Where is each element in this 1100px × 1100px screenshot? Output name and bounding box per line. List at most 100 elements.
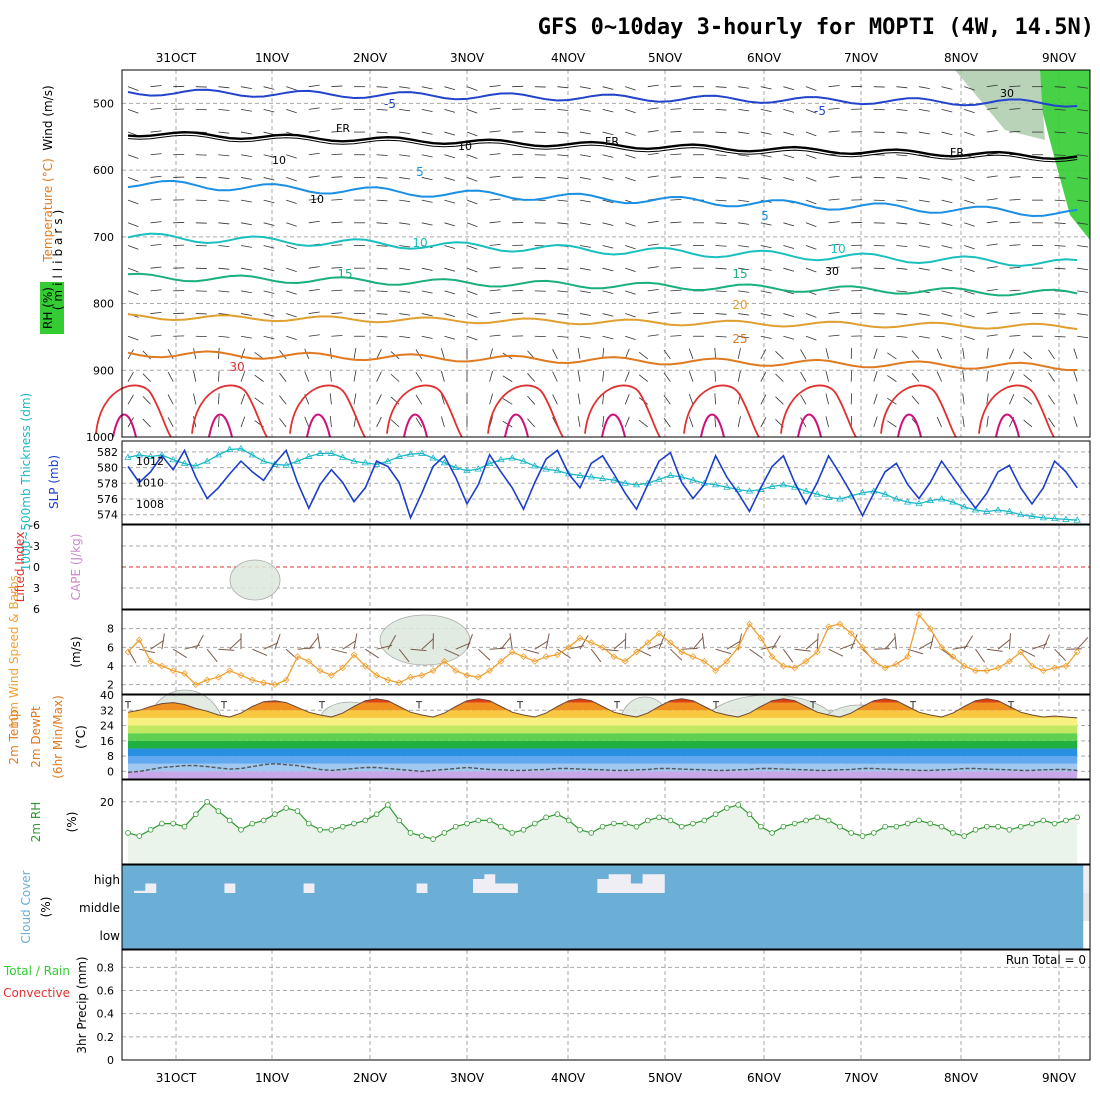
upper-wind-barb <box>625 108 636 114</box>
upper-wind-barb <box>421 313 433 317</box>
rh2m-point <box>531 820 538 827</box>
isotherm-10 <box>127 232 1078 267</box>
cloud-bar-middle <box>709 893 722 921</box>
minmax-marker <box>1008 701 1014 709</box>
isotherm-30 <box>780 384 857 438</box>
upper-wind-barb <box>964 199 975 204</box>
wind-speed-point <box>678 648 686 656</box>
upper-wind-barb <box>579 222 591 226</box>
rh2m-point <box>588 830 595 836</box>
upper-wind-barb <box>1009 176 1021 178</box>
upper-wind-barb <box>1009 335 1021 337</box>
upper-wind-barb <box>911 350 920 360</box>
wind-barb <box>1020 648 1036 657</box>
cloud-bar-middle <box>257 893 270 921</box>
wind-barb <box>715 648 732 655</box>
wind-barb <box>701 633 705 650</box>
cloud-bar-middle <box>224 893 236 921</box>
cloud-bar-middle <box>167 893 180 921</box>
date-label-bottom: 6NOV <box>747 1071 782 1085</box>
upper-wind-barb <box>353 348 357 359</box>
upper-wind-barb <box>760 394 767 405</box>
wind-barb <box>139 648 156 654</box>
upper-wind-barb <box>489 153 501 156</box>
upper-wind-barb <box>489 348 494 360</box>
cloud-bar-low <box>755 921 767 949</box>
upper-wind-barb <box>602 290 614 294</box>
cloud-cover-label: Cloud Cover <box>19 870 33 943</box>
upper-wind-barb <box>964 222 975 227</box>
cloud-bar-middle <box>529 893 541 921</box>
rh2m-point <box>498 823 504 830</box>
pressure-tick-label: 600 <box>93 164 114 177</box>
upper-wind-barb <box>775 396 784 405</box>
cloud-bar-high <box>427 865 440 893</box>
upper-wind-barb <box>304 416 310 428</box>
cloud-bar-low <box>122 921 135 949</box>
rh2m-point <box>204 798 210 805</box>
cloud-bar-high <box>947 865 959 893</box>
upper-wind-barb <box>760 131 772 135</box>
upper-wind-barb <box>308 220 320 224</box>
upper-wind-barb <box>775 373 784 382</box>
upper-wind-barb <box>1009 394 1015 405</box>
upper-wind-barb <box>918 313 930 316</box>
upper-wind-barb <box>670 198 682 201</box>
rh2m-point <box>814 814 821 821</box>
cloud-bar-middle <box>212 893 225 921</box>
upper-wind-barb <box>1009 371 1015 382</box>
isotherm-30 <box>386 384 463 438</box>
upper-wind-barb <box>142 373 151 382</box>
upper-wind-barb <box>602 199 614 204</box>
wind-barb <box>308 636 320 650</box>
upper-wind-barb <box>941 199 953 204</box>
rh2m-point <box>385 802 391 808</box>
cloud-bar-middle <box>653 893 666 921</box>
upper-wind-barb <box>466 313 478 318</box>
upper-wind-barb <box>421 290 433 294</box>
rh2m-point <box>678 823 685 830</box>
cloud-bar-middle <box>190 893 202 921</box>
wind-speed-point <box>339 664 347 672</box>
cloud-bar-high <box>924 865 937 893</box>
cloud-bar-low <box>1003 921 1016 949</box>
thickness-point <box>384 457 392 464</box>
upper-wind-barb <box>896 199 908 202</box>
cloud-bar-middle <box>755 893 767 921</box>
upper-wind-barb <box>240 371 246 382</box>
upper-wind-barb <box>127 245 139 250</box>
upper-wind-barb <box>557 177 569 179</box>
wind-barb <box>297 647 314 650</box>
rh2m-point <box>1029 820 1035 827</box>
upper-wind-barb <box>800 394 807 405</box>
upper-wind-barb <box>715 199 727 202</box>
upper-wind-barb <box>466 222 478 227</box>
thickness-point <box>734 485 742 492</box>
cloud-level-label: high <box>94 873 120 887</box>
cloud-bar-high <box>687 865 700 893</box>
rh2m-point <box>791 820 798 827</box>
upper-wind-barb <box>466 86 478 91</box>
upper-wind-barb <box>873 348 878 360</box>
temp-band <box>128 733 1078 741</box>
cloud-bar-high <box>563 865 575 893</box>
wind-speed-point <box>237 671 245 679</box>
thickness-point <box>983 507 991 514</box>
cloud-bar-middle <box>732 893 745 921</box>
upper-wind-barb <box>1048 417 1055 428</box>
upper-wind-barb <box>167 417 174 428</box>
cloud-bar-middle <box>992 893 1005 921</box>
upper-wind-barb <box>647 130 659 133</box>
upper-wind-barb <box>193 393 197 405</box>
cloud-bar-low <box>800 921 813 949</box>
cloud-bar-low <box>325 921 338 949</box>
rh2m-point <box>577 826 583 833</box>
upper-wind-barb <box>167 394 174 405</box>
upper-wind-barb <box>421 177 433 181</box>
cloud-bar-low <box>1015 921 1027 949</box>
wind-barb <box>692 636 704 650</box>
upper-wind-barb <box>218 245 230 248</box>
upper-wind-barb <box>415 417 423 428</box>
upper-wind-barb <box>738 313 750 316</box>
panel-frame-rh-2m <box>121 779 1091 865</box>
